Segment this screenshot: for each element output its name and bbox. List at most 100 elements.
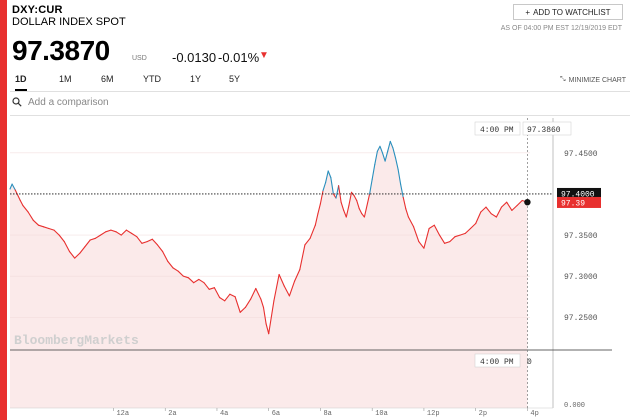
tab-5y[interactable]: 5Y [229, 74, 241, 84]
price-line-segment [193, 278, 200, 284]
price-line-segment [156, 244, 164, 253]
price-line-segment [444, 241, 451, 244]
price-line-segment [485, 206, 492, 215]
comparison-input[interactable] [28, 96, 278, 108]
price-line-segment [255, 287, 262, 300]
add-to-watchlist-label: ADD TO WATCHLIST [533, 7, 611, 17]
reference-label-box [557, 187, 601, 199]
price-line-segment [224, 293, 231, 302]
price-line-segment [309, 224, 316, 239]
price-line-segment [234, 296, 241, 313]
price-line-segment [172, 267, 179, 272]
crosshair-value-box [522, 121, 572, 136]
price-line-segment [335, 185, 340, 199]
price-line-segment [379, 145, 384, 154]
add-to-watchlist-button[interactable]: + ADD TO WATCHLIST [513, 4, 623, 20]
last-value-label-box [557, 196, 601, 208]
price-line-segment [260, 298, 265, 308]
price-line-segment [68, 250, 76, 259]
volume-value-label: 0 [527, 358, 532, 367]
price-chart[interactable]: 97.4500 97.3500 97.3000 97.2500 12a 2a 4a 6a 8a 1… [0, 118, 640, 418]
price-line-segment [213, 287, 221, 299]
x-tick-label: 2a [168, 410, 176, 418]
price-line-segment [340, 201, 345, 211]
volume-axis-label: 0.000 [564, 402, 585, 410]
minimize-chart-label: MINIMIZE CHART [568, 76, 626, 84]
minimize-icon: ⤡ [559, 76, 566, 83]
price-line-segment [53, 229, 60, 236]
price-line-segment [43, 226, 50, 230]
price-line-segment [250, 287, 257, 300]
price-line-segment [278, 273, 285, 287]
price-line-segment [366, 193, 371, 207]
price-line-segment [319, 190, 324, 205]
price-line-segment [63, 241, 71, 253]
price-line-segment [480, 206, 487, 213]
y-tick-label: 97.3500 [564, 232, 598, 241]
price-change-percent: -0.01% [218, 50, 260, 65]
price-line-segment [475, 211, 482, 225]
x-tick-label: 4a [220, 410, 228, 418]
minimize-chart-button[interactable]: ⤡ MINIMIZE CHART [560, 76, 626, 84]
x-tick-label: 8a [323, 410, 331, 418]
price-line-segment [495, 206, 503, 218]
price-line-segment [239, 306, 246, 313]
price-line-segment [11, 183, 16, 191]
price-line-segment [511, 204, 518, 211]
price-line-segment [356, 199, 360, 210]
price-line-segment [141, 241, 148, 244]
price-line-segment [428, 224, 435, 230]
price-line-segment [353, 195, 358, 202]
price-line-segment [464, 227, 472, 234]
x-tick-label: 4p [530, 410, 538, 418]
price-line-segment [389, 140, 394, 149]
ticker-symbol: DXY:CUR [12, 4, 63, 16]
tab-1d[interactable]: 1D [15, 74, 27, 84]
price-line-segment [125, 229, 133, 234]
price-line-segment [345, 204, 350, 218]
price-line-segment [369, 178, 373, 195]
price-line-segment [229, 293, 236, 298]
x-tick-label: 2p [479, 410, 487, 418]
price-line-segment [84, 239, 91, 248]
comparison-search [12, 95, 312, 109]
price-line-segment [198, 278, 205, 284]
price-line-segment [381, 152, 386, 162]
accent-bar [0, 0, 7, 420]
price-line-segment [294, 269, 301, 282]
price-line-segment [423, 227, 430, 249]
tab-ytd[interactable]: YTD [143, 74, 161, 84]
price-line-segment [79, 246, 86, 254]
price-line-segment [9, 183, 13, 190]
price-line-segment [146, 238, 153, 243]
price-line-segment [32, 219, 40, 226]
price-line-segment [413, 226, 420, 243]
price-line-segment [273, 273, 280, 302]
crosshair-time-label: 4:00 PM [480, 126, 514, 135]
price-line-segment [89, 237, 96, 241]
price-line-segment [322, 181, 327, 192]
tab-1m[interactable]: 1M [59, 74, 72, 84]
price-line-segment [358, 208, 363, 215]
price-line-segment [27, 211, 34, 221]
tab-1y[interactable]: 1Y [190, 74, 202, 84]
search-icon [12, 97, 22, 107]
last-point-marker [524, 198, 531, 206]
price-line-segment [219, 296, 226, 302]
x-tick-label: 12p [427, 410, 440, 418]
price-line-segment [397, 168, 402, 185]
plus-icon: + [525, 7, 531, 17]
price-line-segment [317, 203, 321, 215]
chart-area-fill [10, 141, 528, 408]
price-line-segment [187, 277, 195, 284]
price-line-segment [265, 323, 270, 335]
price-line-segment [392, 147, 397, 159]
price-line-segment [262, 306, 267, 325]
price-line-segment [343, 209, 347, 218]
price-line-segment [374, 150, 378, 165]
currency-label: USD [132, 55, 147, 62]
crosshair-time-box [474, 121, 521, 136]
tab-6m[interactable]: 6M [101, 74, 114, 84]
price-line-segment [325, 170, 329, 184]
price-line-segment [167, 260, 174, 269]
